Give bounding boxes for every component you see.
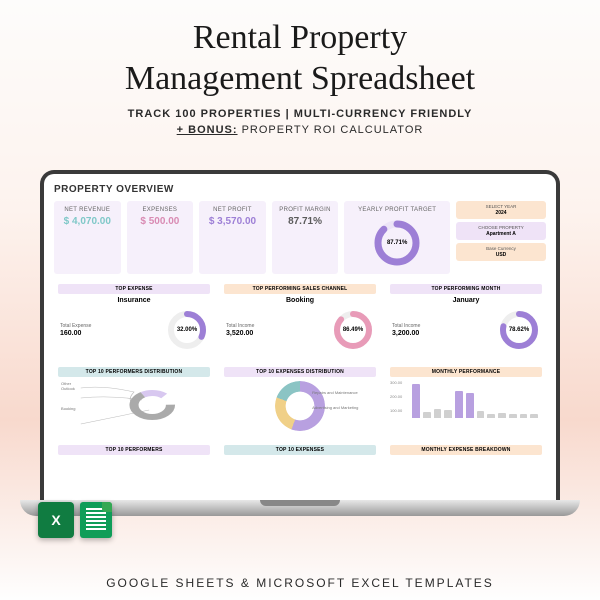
bar: [509, 414, 517, 418]
bar: [434, 409, 442, 419]
pie-chart: Repairs and Maintenance Advertising and M…: [224, 381, 376, 431]
profit-target-card: YEARLY PROFIT TARGET 87.71%: [344, 201, 450, 274]
legend-item: Repairs and Maintenance: [312, 390, 358, 395]
card-header: TOP EXPENSE: [58, 284, 210, 294]
selector-value: Apartment A: [459, 231, 543, 237]
title-line-2: Management Spreadsheet: [125, 60, 475, 97]
target-ring: 87.71%: [372, 218, 422, 268]
donut-chart: 86.49%: [332, 309, 374, 351]
donut-chart: 32.00%: [166, 309, 208, 351]
bar-chart: 300.00 200.00 100.00: [390, 380, 542, 430]
legend-item: Outlook: [61, 386, 75, 391]
chart-card: TOP 10 PERFORMERS DISTRIBUTION OtherOutl…: [54, 363, 214, 435]
excel-icon: X: [38, 502, 74, 538]
bonus-line: + BONUS: PROPERTY ROI CALCULATOR: [0, 124, 600, 136]
kpi-label: EXPENSES: [131, 207, 190, 213]
footer-card-header: TOP 10 EXPENSES: [224, 445, 376, 455]
footer-card: TOP 10 EXPENSES: [220, 441, 380, 470]
metric-card: TOP PERFORMING SALES CHANNEL Booking Tot…: [220, 280, 380, 357]
chart-header: TOP 10 EXPENSES DISTRIBUTION: [224, 367, 376, 377]
title-line-1: Rental Property: [193, 19, 407, 56]
target-label: YEARLY PROFIT TARGET: [358, 207, 436, 213]
dashboard-title: PROPERTY OVERVIEW: [54, 184, 546, 195]
legend-item: Advertising and Marketing: [312, 405, 358, 410]
selector-value: 2024: [459, 210, 543, 216]
bonus-text: PROPERTY ROI CALCULATOR: [238, 124, 424, 136]
kpi-value: $ 3,570.00: [203, 216, 262, 227]
bar: [412, 384, 420, 418]
metric-card: TOP EXPENSE Insurance Total Expense160.0…: [54, 280, 214, 357]
bottom-charts-row: TOP 10 PERFORMERS DISTRIBUTION OtherOutl…: [54, 363, 546, 435]
card-header: TOP PERFORMING MONTH: [390, 284, 542, 294]
metric-card: TOP PERFORMING MONTH January Total Incom…: [386, 280, 546, 357]
laptop-mockup: PROPERTY OVERVIEW NET REVENUE $ 4,070.00 E…: [40, 170, 560, 516]
chart-header: TOP 10 PERFORMERS DISTRIBUTION: [58, 367, 210, 377]
card-main-value: January: [390, 297, 542, 304]
bonus-prefix: + BONUS:: [177, 124, 238, 136]
selector-box[interactable]: CHOOSE PROPERTYApartment A: [456, 222, 546, 240]
bar: [423, 412, 431, 418]
bar: [477, 411, 485, 418]
kpi-row: NET REVENUE $ 4,070.00 EXPENSES $ 500.00 NET…: [54, 201, 546, 274]
kpi-value: 87.71%: [276, 216, 335, 227]
kpi-value: $ 500.00: [131, 216, 190, 227]
kpi-card: EXPENSES $ 500.00: [127, 201, 194, 274]
donut-pct: 86.49%: [332, 309, 374, 351]
kpi-label: NET REVENUE: [58, 207, 117, 213]
bar: [466, 393, 474, 418]
ring-cards-row: TOP EXPENSE Insurance Total Expense160.0…: [54, 280, 546, 357]
donut-pct: 78.62%: [498, 309, 540, 351]
selector-box[interactable]: Base CurrencyUSD: [456, 243, 546, 261]
selector-label: SELECT YEAR: [459, 204, 543, 209]
footer-text: GOOGLE SHEETS & MICROSOFT EXCEL TEMPLATE…: [0, 576, 600, 590]
selector-label: CHOOSE PROPERTY: [459, 225, 543, 230]
selector-panel: SELECT YEAR2024 CHOOSE PROPERTYApartment …: [456, 201, 546, 274]
card-info: Total Income3,200.00: [392, 323, 420, 337]
bar: [455, 391, 463, 418]
bar: [498, 413, 506, 418]
laptop-notch: [260, 500, 340, 506]
kpi-card: NET REVENUE $ 4,070.00: [54, 201, 121, 274]
kpi-value: $ 4,070.00: [58, 216, 117, 227]
footer-cards-row: TOP 10 PERFORMERS TOP 10 EXPENSES MONTHLY …: [54, 441, 546, 470]
card-main-value: Booking: [224, 297, 376, 304]
legend-item: Booking: [61, 406, 75, 411]
kpi-label: NET PROFIT: [203, 207, 262, 213]
chart-card: MONTHLY PERFORMANCE 300.00 200.00 100.00: [386, 363, 546, 435]
selector-value: USD: [459, 252, 543, 258]
subtitle: TRACK 100 PROPERTIES | MULTI-CURRENCY FR…: [0, 108, 600, 120]
dashboard-screen: PROPERTY OVERVIEW NET REVENUE $ 4,070.00 E…: [40, 170, 560, 500]
kpi-card: NET PROFIT $ 3,570.00: [199, 201, 266, 274]
bar: [520, 414, 528, 418]
donut-chart: 78.62%: [498, 309, 540, 351]
bar: [444, 410, 452, 418]
selector-box[interactable]: SELECT YEAR2024: [456, 201, 546, 219]
target-pct: 87.71%: [372, 218, 422, 268]
footer-card-header: MONTHLY EXPENSE BREAKDOWN: [390, 445, 542, 455]
selector-label: Base Currency: [459, 246, 543, 251]
kpi-card: PROFIT MARGIN 87.71%: [272, 201, 339, 274]
donut-pct: 32.00%: [166, 309, 208, 351]
google-sheets-icon: [80, 502, 112, 538]
footer-card: MONTHLY EXPENSE BREAKDOWN: [386, 441, 546, 470]
chart-card: TOP 10 EXPENSES DISTRIBUTION Repairs and…: [220, 363, 380, 435]
card-main-value: Insurance: [58, 297, 210, 304]
chart-header: MONTHLY PERFORMANCE: [390, 367, 542, 377]
bar: [530, 414, 538, 418]
hero-title: Rental Property Management Spreadsheet: [0, 0, 600, 108]
line-chart: OtherOutlookBooking: [58, 380, 210, 430]
footer-card: TOP 10 PERFORMERS: [54, 441, 214, 470]
kpi-label: PROFIT MARGIN: [276, 207, 335, 213]
app-icons: X: [38, 502, 112, 538]
card-info: Total Expense160.00: [60, 323, 91, 337]
footer-card-header: TOP 10 PERFORMERS: [58, 445, 210, 455]
card-header: TOP PERFORMING SALES CHANNEL: [224, 284, 376, 294]
card-info: Total Income3,520.00: [226, 323, 254, 337]
bar: [487, 414, 495, 418]
